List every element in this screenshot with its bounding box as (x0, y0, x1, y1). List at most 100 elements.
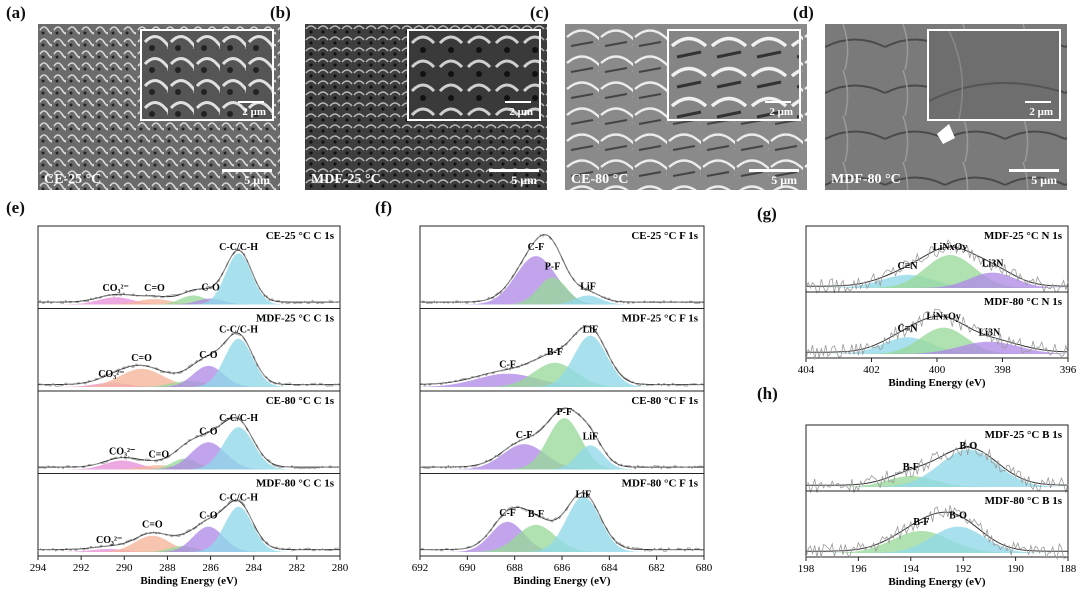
x-tick-label: 688 (506, 562, 523, 574)
peak-annotation: C-O (199, 350, 218, 361)
x-tick-label: 196 (850, 563, 867, 575)
subplot-title: MDF-25 °C C 1s (256, 313, 335, 325)
x-tick-label: 690 (459, 562, 476, 574)
x-tick-label: 400 (929, 364, 946, 376)
x-tick-label: 286 (202, 562, 219, 574)
x-tick-label: 282 (289, 562, 306, 574)
peak-annotation: CO₃²⁻ (103, 283, 129, 294)
component-peak (420, 444, 704, 470)
sem-inset: 2 μm (140, 29, 274, 121)
subplot-title: MDF-80 °C N 1s (984, 296, 1063, 308)
raw-data-line (419, 326, 705, 387)
sem-image-mdf-80: 2 μm 5 μm MDF-80 °C (825, 24, 1067, 190)
subplot-title: CE-80 °C C 1s (266, 395, 335, 407)
sem-inset: 2 μm (927, 29, 1061, 121)
x-tick-label: 684 (601, 562, 618, 574)
component-peak (38, 368, 340, 387)
peak-annotation: C-C/C-H (219, 493, 258, 504)
peak-annotation: CO₃²⁻ (98, 369, 124, 380)
peak-annotation: C-O (199, 511, 218, 522)
x-tick-label: 398 (994, 364, 1011, 376)
peak-annotation: LiNxOy (926, 312, 960, 323)
panel-label-d: (d) (793, 3, 814, 22)
x-tick-label: 682 (648, 562, 665, 574)
x-tick-label: 396 (1060, 364, 1077, 376)
component-peak (38, 297, 340, 305)
component-peak (38, 298, 340, 305)
component-peak (38, 295, 340, 305)
peak-annotation: B-F (528, 509, 544, 520)
raw-data-line (37, 416, 341, 470)
component-peak (420, 277, 704, 305)
peak-annotation: C-F (499, 508, 516, 519)
subplot-title: MDF-80 °C F 1s (622, 478, 699, 490)
x-tick-label: 680 (696, 562, 713, 574)
peak-annotation: CO₃²⁻ (109, 446, 135, 457)
x-tick-label: 288 (159, 562, 176, 574)
x-tick-label: 692 (412, 562, 429, 574)
component-peak (38, 365, 340, 387)
raw-data-line (805, 505, 1069, 560)
envelope-line (806, 315, 1069, 353)
component-peak (420, 362, 704, 387)
x-tick-label: 292 (73, 562, 90, 574)
component-peak (420, 373, 704, 387)
peak-annotation: C-C/C-H (219, 413, 258, 424)
component-peak (806, 526, 1068, 553)
peak-annotation: LiNxOy (933, 242, 967, 253)
raw-data-line (419, 407, 705, 470)
raw-data-line (37, 248, 341, 305)
x-axis-label: Binding Energy (eV) (888, 377, 986, 389)
sem-inset: 2 μm (407, 29, 541, 121)
raw-data-line (805, 308, 1069, 360)
subplot-frame (805, 490, 1069, 558)
main-scale-label: 5 μm (1031, 173, 1057, 187)
component-peak (806, 255, 1068, 288)
x-tick-label: 198 (798, 563, 815, 575)
peak-annotation: B-F (547, 347, 563, 358)
main-scale-bar (749, 169, 799, 172)
component-peak (806, 327, 1068, 354)
subplot-title: CE-80 °C F 1s (631, 395, 698, 407)
panel-label-e: (e) (6, 198, 25, 217)
peak-annotation: B-O (960, 441, 978, 452)
component-peak (806, 337, 1068, 354)
subplot-title: CE-25 °C F 1s (631, 230, 698, 242)
sem-condition-label: MDF-80 °C (831, 172, 901, 187)
peak-annotation: CO₃²⁻ (96, 535, 122, 546)
peak-annotation: C≡N (897, 261, 918, 272)
inset-scale-label: 2 μm (509, 106, 533, 118)
peak-annotation: C=O (131, 353, 152, 364)
component-peak (420, 496, 704, 552)
sem-condition-label: MDF-25 °C (311, 172, 381, 187)
main-scale-label: 5 μm (511, 173, 537, 187)
x-tick-label: 404 (798, 364, 815, 376)
envelope-line (38, 249, 340, 303)
envelope-line (420, 407, 704, 468)
x-tick-label: 188 (1060, 563, 1077, 575)
peak-annotation: LiF (576, 490, 592, 501)
peak-annotation: C-C/C-H (219, 242, 258, 253)
peak-annotation: B-F (903, 462, 919, 473)
raw-data-line (37, 499, 341, 552)
panel-label-c: (c) (530, 3, 549, 22)
x-tick-label: 686 (554, 562, 571, 574)
x-tick-label: 294 (30, 562, 47, 574)
main-scale-bar (222, 169, 272, 172)
peak-annotation: P-F (557, 407, 573, 418)
panel-label-b: (b) (270, 3, 291, 22)
peak-annotation: C=O (144, 283, 165, 294)
inset-scale-label: 2 μm (242, 106, 266, 118)
peak-annotation: B-O (949, 511, 967, 522)
x-tick-label: 192 (955, 563, 972, 575)
x-tick-label: 290 (116, 562, 133, 574)
envelope-line (38, 332, 340, 386)
envelope-line (420, 234, 704, 303)
raw-data-line (419, 233, 705, 305)
main-scale-label: 5 μm (244, 173, 270, 187)
x-axis-label: Binding Energy (eV) (513, 575, 611, 587)
peak-annotation: LiF (580, 281, 596, 292)
sem-image-ce-80: 2 μm 5 μm CE-80 °C (565, 24, 807, 190)
peak-annotation: C-F (499, 360, 516, 371)
